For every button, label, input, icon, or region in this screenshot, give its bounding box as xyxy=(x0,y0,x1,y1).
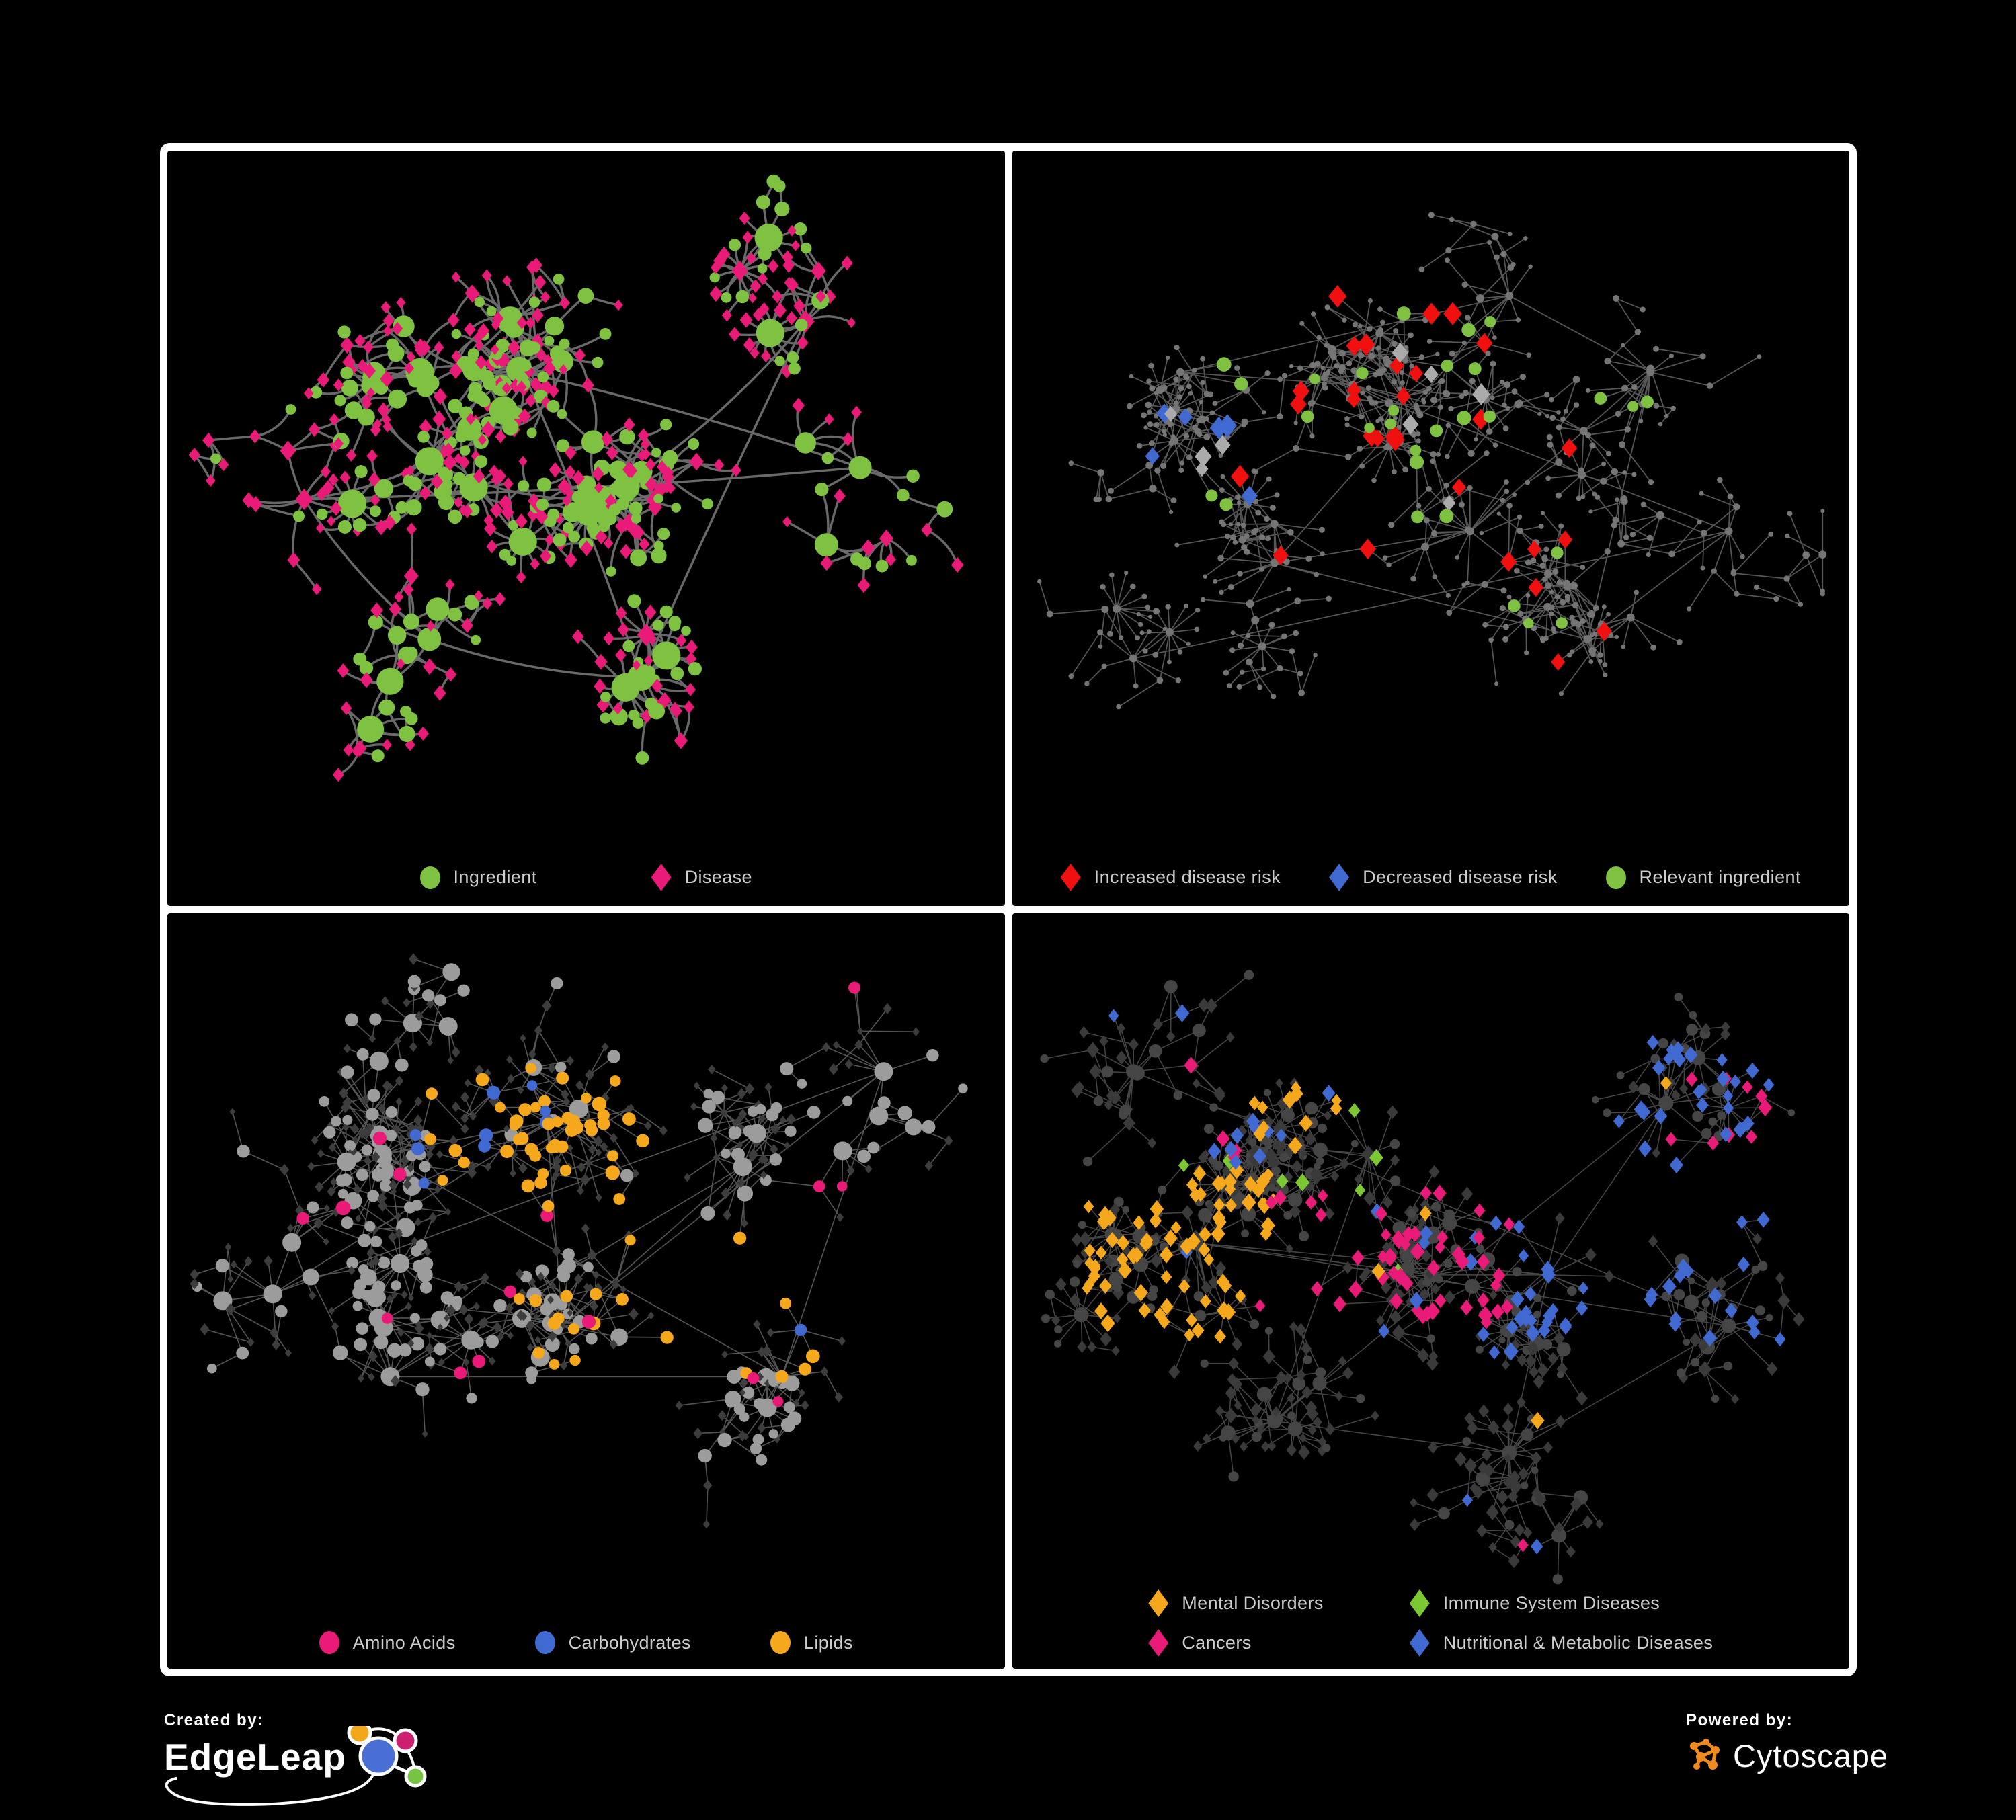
mental-disorders-swatch-icon xyxy=(1148,1589,1169,1617)
created-by-caption: Created by: xyxy=(164,1711,264,1729)
panel-disease-categories: Mental Disorders Immune System Diseases … xyxy=(1012,913,1849,1669)
legend-label: Lipids xyxy=(803,1632,853,1653)
legend-item: Ingredient xyxy=(419,866,537,889)
carbohydrates-swatch-icon xyxy=(534,1631,555,1654)
legend-item: Nutritional & Metabolic Diseases xyxy=(1409,1629,1713,1657)
legend-item: Decreased disease risk xyxy=(1329,864,1557,891)
legend-label: Increased disease risk xyxy=(1094,867,1281,887)
disease-risk-network xyxy=(1037,212,1826,710)
legend-item: Lipids xyxy=(770,1631,853,1654)
amino-acids-swatch-icon xyxy=(319,1631,339,1654)
lipids-swatch-icon xyxy=(770,1631,791,1654)
cancers-swatch-icon xyxy=(1148,1629,1169,1657)
disease-categories-legend: Mental Disorders Immune System Diseases … xyxy=(1148,1589,1713,1657)
legend-item: Amino Acids xyxy=(319,1631,456,1654)
disease-risk-legend: Increased disease risk Decreased disease… xyxy=(1012,864,1850,891)
legend-label: Disease xyxy=(684,867,752,887)
legend-label: Immune System Diseases xyxy=(1443,1593,1660,1613)
legend-label: Relevant ingredient xyxy=(1639,867,1801,887)
macronutrients-network xyxy=(190,953,968,1529)
legend-label: Amino Acids xyxy=(352,1632,456,1653)
legend-item: Increased disease risk xyxy=(1060,864,1281,891)
legend-label: Carbohydrates xyxy=(568,1632,691,1653)
legend-item: Disease xyxy=(651,864,752,891)
cytoscape-network-icon xyxy=(1690,1739,1720,1770)
legend-label: Cancers xyxy=(1182,1632,1252,1653)
network-grid: Ingredient Disease Increased disease ris… xyxy=(160,143,1857,1676)
cytoscape-brand: Cytoscape xyxy=(1733,1737,1889,1774)
ingredient-disease-network xyxy=(188,174,964,782)
increased-risk-swatch-icon xyxy=(1060,864,1081,891)
relevant-ingredient-swatch-icon xyxy=(1605,866,1626,889)
legend-label: Nutritional & Metabolic Diseases xyxy=(1443,1632,1713,1653)
panel-macronutrients: Amino Acids Carbohydrates Lipids xyxy=(167,913,1005,1669)
powered-by-block: Powered by: Cytoscape xyxy=(1686,1711,1888,1774)
legend-label: Mental Disorders xyxy=(1182,1593,1324,1613)
legend-item: Relevant ingredient xyxy=(1605,866,1801,889)
panel-disease-risk: Increased disease risk Decreased disease… xyxy=(1012,151,1850,906)
nutritional-metabolic-swatch-icon xyxy=(1409,1629,1430,1657)
ingredient-disease-legend: Ingredient Disease xyxy=(167,864,1005,891)
disease-swatch-icon xyxy=(651,864,672,891)
immune-diseases-swatch-icon xyxy=(1409,1589,1430,1617)
legend-item: Cancers xyxy=(1148,1629,1323,1657)
legend-item: Mental Disorders xyxy=(1148,1589,1323,1617)
ingredient-swatch-icon xyxy=(419,866,440,889)
disease-categories-network xyxy=(1039,970,1804,1585)
edgeleap-brand: EdgeLeap xyxy=(164,1736,346,1778)
legend-label: Decreased disease risk xyxy=(1363,867,1558,887)
powered-by-caption: Powered by: xyxy=(1686,1711,1793,1729)
legend-item: Immune System Diseases xyxy=(1409,1589,1713,1617)
macronutrients-legend: Amino Acids Carbohydrates Lipids xyxy=(167,1631,1005,1654)
created-by-block: Created by: EdgeLeap xyxy=(164,1711,427,1806)
decreased-risk-swatch-icon xyxy=(1329,864,1350,891)
legend-label: Ingredient xyxy=(453,867,537,887)
legend-item: Carbohydrates xyxy=(534,1631,691,1654)
edgeleap-network-doodle-icon xyxy=(165,1726,427,1806)
panel-ingredient-disease: Ingredient Disease xyxy=(167,151,1005,906)
